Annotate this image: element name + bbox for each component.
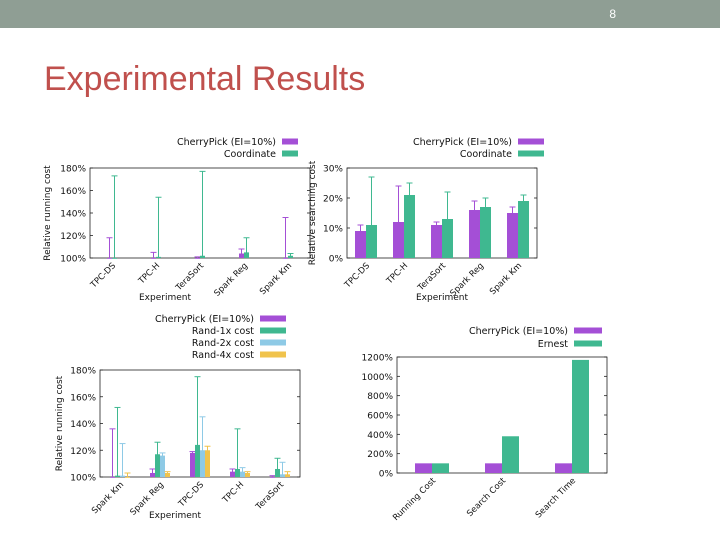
- legend-swatch: [282, 138, 298, 145]
- bar: [110, 477, 115, 478]
- y-tick-label: 600%: [367, 412, 393, 422]
- legend-label: Rand-4x cost: [192, 350, 254, 361]
- y-tick-label: 180%: [60, 165, 86, 175]
- x-tick-label: TPC-DS: [176, 480, 206, 510]
- chart-ernest-comparison: 0% 200% 400% 600% 800% 1000% 1200% Running Cost…: [362, 326, 608, 523]
- bar: [518, 201, 529, 258]
- legend-swatch: [282, 150, 298, 157]
- x-tick-label: TPC-DS: [342, 261, 372, 291]
- legend-swatch: [518, 138, 544, 145]
- x-tick-label: Running Cost: [391, 476, 438, 523]
- chart-running-cost-random: 100% 120% 140% 160% 180% Relative running cos…: [55, 314, 301, 521]
- y-tick-label: 160%: [60, 187, 86, 197]
- y-tick-label: 160%: [70, 393, 96, 403]
- legend-label: Ernest: [538, 339, 569, 350]
- slide-number: 8: [609, 7, 616, 21]
- y-tick-label: 180%: [70, 367, 96, 377]
- legend-label: Coordinate: [460, 149, 512, 160]
- legend-swatch: [574, 327, 602, 334]
- y-tick-label: 120%: [60, 232, 86, 242]
- chart-running-cost-coordinate: 100% 120% 140% 160% 180% Relative running cos…: [43, 137, 311, 303]
- x-tick-label: TPC-H: [384, 261, 410, 287]
- y-tick-label: 1200%: [362, 354, 394, 364]
- y-tick-label: 10%: [323, 225, 343, 235]
- bar: [151, 258, 156, 259]
- y-tick-label: 30%: [323, 165, 343, 175]
- bar: [572, 359, 589, 473]
- legend-label: Rand-2x cost: [192, 338, 254, 349]
- x-tick-label: Spark Km: [258, 261, 294, 297]
- x-tick-label: TeraSort: [254, 480, 287, 513]
- x-tick-label: TPC-DS: [88, 261, 118, 291]
- y-tick-label: 120%: [70, 447, 96, 457]
- legend-swatch: [260, 351, 286, 358]
- y-tick-label: 400%: [367, 431, 393, 441]
- y-tick-label: 100%: [70, 474, 96, 484]
- legend-label: CherryPick (EI=10%): [413, 137, 512, 148]
- bar: [283, 258, 288, 259]
- top-bar: 8: [0, 0, 720, 28]
- plot-frame: [89, 167, 311, 259]
- y-tick-label: 140%: [70, 420, 96, 430]
- x-tick-label: Search Cost: [465, 476, 508, 519]
- bar: [469, 210, 480, 258]
- y-tick-label: 0%: [329, 255, 344, 265]
- bar: [112, 258, 117, 259]
- legend-swatch: [260, 339, 286, 346]
- x-tick-label: TeraSort: [174, 261, 207, 294]
- legend-label: CherryPick (EI=10%): [177, 137, 276, 148]
- x-axis-label: Experiment: [416, 293, 468, 303]
- bar: [404, 195, 415, 258]
- x-tick-label: Spark Km: [488, 261, 524, 297]
- bar: [195, 258, 200, 259]
- slide-title: Experimental Results: [44, 60, 366, 98]
- legend-swatch: [518, 150, 544, 157]
- y-tick-label: 140%: [60, 210, 86, 220]
- x-axis-label: Experiment: [149, 511, 201, 521]
- y-tick-label: 0%: [379, 470, 394, 480]
- bar: [125, 477, 130, 478]
- legend-label: Coordinate: [224, 149, 276, 160]
- bar: [355, 231, 366, 258]
- bar: [502, 436, 519, 473]
- bar: [432, 463, 449, 473]
- y-tick-label: 200%: [367, 450, 393, 460]
- x-tick-label: Spark Reg: [212, 261, 250, 299]
- x-axis-label: Experiment: [139, 293, 191, 303]
- bar: [485, 463, 502, 473]
- x-tick-label: Search Time: [534, 476, 578, 520]
- y-axis-label: Relative running cost: [43, 165, 53, 261]
- bar: [480, 207, 491, 258]
- y-tick-label: 1000%: [362, 373, 394, 383]
- x-tick-label: TPC-H: [220, 480, 246, 506]
- legend-label: CherryPick (EI=10%): [155, 314, 254, 325]
- legend-swatch: [260, 315, 286, 322]
- y-tick-label: 800%: [367, 392, 393, 402]
- bar: [431, 225, 442, 258]
- legend-swatch: [574, 340, 602, 347]
- legend-label: CherryPick (EI=10%): [469, 326, 568, 337]
- y-axis-label: Relative running cost: [55, 375, 65, 471]
- bar: [555, 463, 572, 473]
- bar: [107, 258, 112, 259]
- bar: [507, 213, 518, 258]
- chart-searching-cost-coordinate: 0% 10% 20% 30% Relative searching cost TPC-DS…: [308, 137, 544, 303]
- y-tick-label: 100%: [60, 255, 86, 265]
- y-axis-label: Relative searching cost: [308, 160, 318, 265]
- y-tick-label: 20%: [323, 195, 343, 205]
- x-tick-label: TPC-H: [136, 261, 162, 287]
- bar: [270, 477, 275, 478]
- x-tick-label: TeraSort: [416, 261, 449, 294]
- bar: [415, 463, 432, 473]
- x-tick-label: Spark Km: [90, 480, 126, 516]
- legend-swatch: [260, 327, 286, 334]
- legend-label: Rand-1x cost: [192, 326, 254, 337]
